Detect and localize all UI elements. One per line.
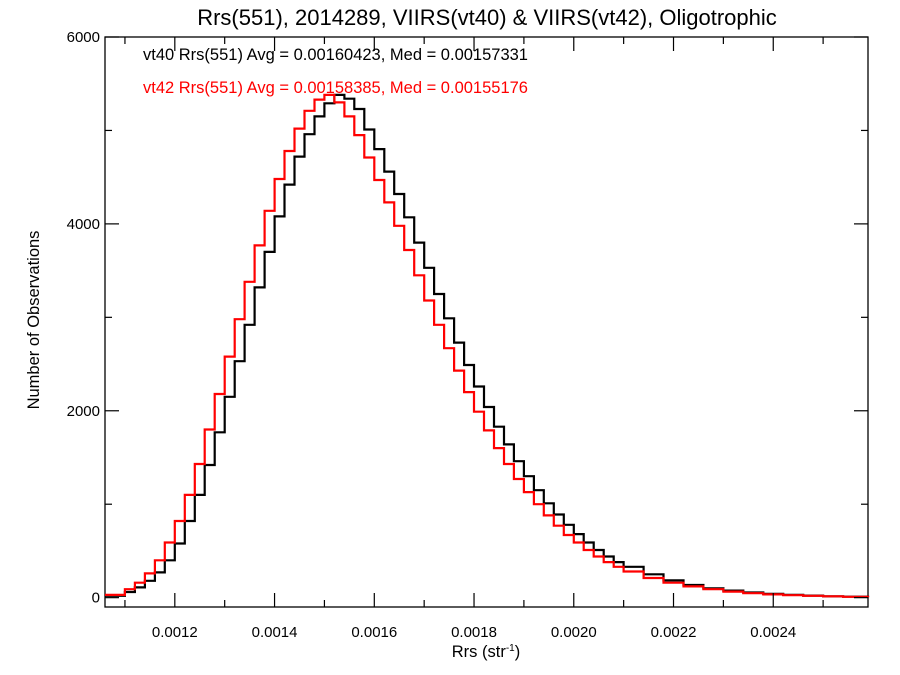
x-tick-label: 0.0012 [152, 624, 198, 641]
plot-area [104, 36, 869, 608]
series-line-vt40 [105, 93, 870, 598]
annotation-vt40: vt40 Rrs(551) Avg = 0.00160423, Med = 0.… [143, 46, 528, 64]
x-axis-label-superscript: -1 [506, 643, 515, 654]
x-axis-label: Rrs (str-1) [452, 643, 520, 661]
chart-title: Rrs(551), 2014289, VIIRS(vt40) & VIIRS(v… [197, 5, 777, 30]
y-axis-label: Number of Observations [25, 231, 43, 410]
y-tick-label: 2000 [67, 403, 100, 420]
plot-frame [104, 36, 869, 608]
x-tick-label: 0.0016 [351, 624, 397, 641]
x-tick-label: 0.0024 [750, 624, 796, 641]
x-tick-label: 0.0014 [252, 624, 298, 641]
y-tick-label: 4000 [67, 216, 100, 233]
y-tick-label: 0 [92, 590, 100, 607]
x-tick-label: 0.0022 [651, 624, 697, 641]
x-axis-label-main: Rrs (str [452, 643, 507, 661]
x-tick-label: 0.0018 [451, 624, 497, 641]
annotation-vt42: vt42 Rrs(551) Avg = 0.00158385, Med = 0.… [143, 79, 528, 97]
series-line-vt42 [105, 93, 870, 598]
x-axis: 0.0012 0.0014 0.0016 0.0018 0.0020 0.0022 0.00… [124, 37, 824, 641]
y-axis: 0 2000 4000 6000 [67, 29, 868, 607]
x-tick-label: 0.0020 [551, 624, 597, 641]
series-lines [105, 93, 870, 598]
y-tick-label: 6000 [67, 29, 100, 46]
x-axis-label-close: ) [515, 643, 521, 661]
